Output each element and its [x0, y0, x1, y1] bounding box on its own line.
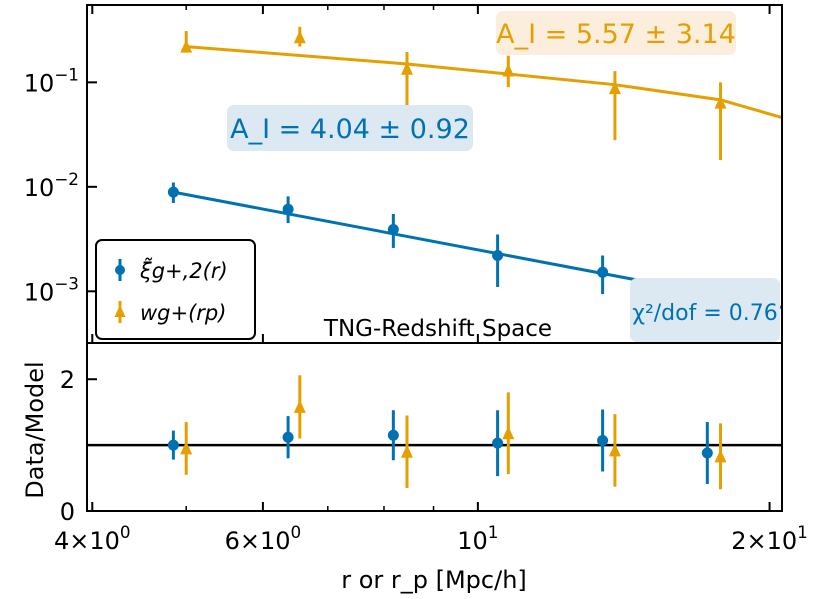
x-tick-label: 6×100	[225, 522, 302, 555]
chart-marks-layer: 4×100 6×100 101 2×101 10−1 10−2 10−3 0 2	[24, 5, 808, 555]
legend-orange-marker	[114, 305, 126, 317]
y-tick-label: 10−1	[24, 65, 79, 98]
data-point-blue	[387, 224, 399, 236]
ratio-point-blue	[282, 431, 294, 443]
ratio-point-blue	[701, 447, 713, 459]
ratio-point-orange	[502, 426, 515, 440]
ratio-point-blue	[387, 429, 399, 441]
ratio-point-orange	[714, 449, 727, 463]
x-tick-label: 101	[457, 522, 498, 555]
legend-blue-label: ξ̃g+,2(r)	[139, 256, 228, 283]
data-point-blue	[597, 266, 609, 278]
legend-frame	[95, 239, 256, 340]
x-tick-label: 2×101	[731, 522, 808, 555]
ratio-point-blue	[167, 439, 179, 451]
bottom-y-tick-label: 2	[60, 366, 75, 394]
blue-amplitude-label: A_I = 4.04 ± 0.92	[230, 114, 470, 145]
chi2-box	[630, 278, 780, 342]
x-axis-label: r or r_p [Mpc/h]	[341, 566, 527, 594]
data-point-orange	[180, 39, 193, 53]
orange-amplitude-box	[496, 11, 736, 55]
data-point-blue	[492, 250, 504, 262]
ratio-point-orange	[608, 443, 621, 457]
chart-title: TNG-Redshift Space	[323, 316, 552, 342]
legend-orange-label: wg+(rp)	[140, 301, 226, 325]
bottom-y-tick-label: 0	[60, 498, 75, 526]
bottom-panel-frame	[86, 342, 783, 512]
blue-amplitude-box	[227, 105, 473, 151]
data-point-orange	[401, 61, 414, 75]
data-point-blue	[282, 203, 294, 215]
y-tick-label: 10−3	[24, 274, 79, 307]
ratio-point-orange	[293, 399, 306, 413]
data-point-orange	[293, 30, 306, 44]
legend-blue-marker	[115, 265, 125, 275]
data-point-orange	[502, 63, 515, 77]
ratio-point-blue	[597, 435, 609, 447]
y-tick-label: 10−2	[24, 169, 79, 202]
chi2-label: χ²/dof = 0.76	[632, 301, 778, 326]
x-tick-label: 4×100	[54, 522, 131, 555]
orange-amplitude-label: A_I = 5.57 ± 3.14	[496, 19, 736, 50]
data-point-blue	[167, 186, 179, 198]
ratio-point-blue	[492, 437, 504, 449]
ratio-point-orange	[180, 441, 193, 455]
data-point-orange	[608, 81, 621, 95]
bottom-y-axis-label: Data/Model	[21, 361, 49, 498]
data-point-orange	[714, 95, 727, 109]
ratio-point-orange	[401, 444, 414, 458]
legend: ξ̃g+,2(r) wg+(rp)	[95, 239, 256, 340]
